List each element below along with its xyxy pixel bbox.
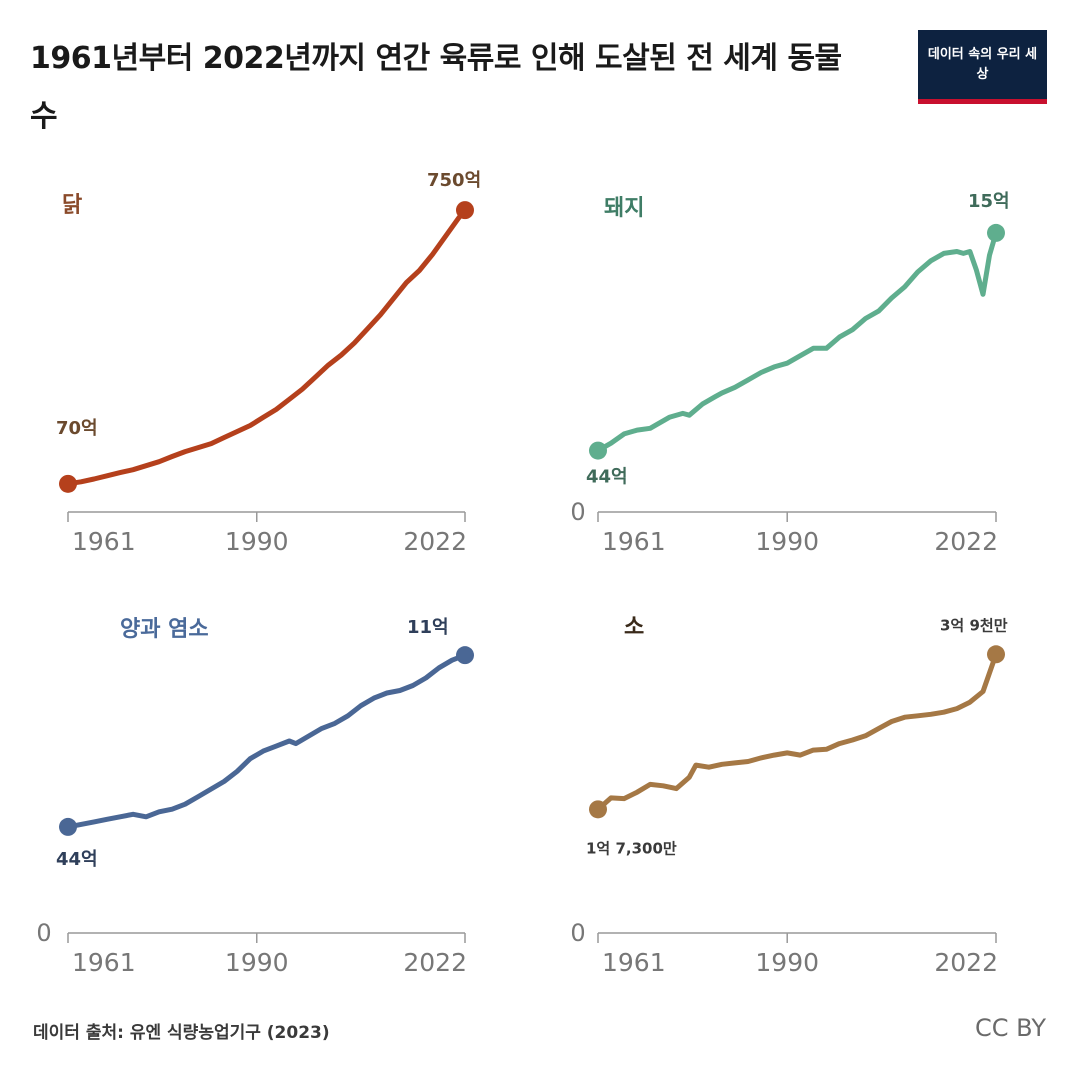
chicken-panel-title: 닭 [62,193,82,218]
pig-panel-title: 돼지 [604,196,644,221]
chicken-end-point [456,201,474,220]
cattle-series-line [595,651,999,812]
sheep-goat-start-label: 44억 [56,849,98,870]
sheep-goat-x-tick-label-1990: 1990 [225,948,289,977]
cattle-end-label: 3억 9천만 [940,616,1008,634]
cattle-start-label: 1억 7,300만 [586,839,677,857]
pig-y-zero-label: 0 [570,498,585,526]
chicken-series-line [65,207,468,487]
chicken-x-tick-label-1961: 1961 [72,527,136,556]
sheep-goat-end-label: 11억 [407,617,449,638]
pig-x-tick-label-1961: 1961 [602,527,666,556]
license-link[interactable]: CC BY [975,1014,1046,1042]
cattle-start-point [589,800,607,819]
cattle-x-tick-label-1961: 1961 [602,948,666,977]
sheep-goat-panel-title: 양과 염소 [120,617,209,642]
chicken-end-label: 750억 [427,170,481,191]
chicken-x-tick-label-2022: 2022 [403,527,467,556]
pig-end-point [987,223,1005,242]
cattle-y-zero-label: 0 [570,919,585,947]
pig-x-tick-label-2022: 2022 [934,527,998,556]
sheep-goat-x-tick-label-1961: 1961 [72,948,136,977]
sheep-goat-y-zero-label: 0 [36,919,51,947]
sheep-goat-series-line [65,652,468,830]
data-source: 데이터 출처: 유엔 식량농업기구 (2023) [33,1023,330,1043]
pig-start-point [589,441,607,460]
sheep-goat-x-tick-label-2022: 2022 [403,948,467,977]
logo-text: 데이터 속의 우리 세상 [927,46,1038,82]
sheep-goat-start-point [59,817,77,836]
cattle-x-tick-label-2022: 2022 [934,948,998,977]
chart-title: 1961년부터 2022년까지 연간 육류로 인해 도살된 전 세계 동물 수 [30,41,842,134]
chicken-start-label: 70억 [56,418,98,439]
logo[interactable]: 데이터 속의 우리 세상 [918,30,1047,104]
chicken-x-tick-label-1990: 1990 [225,527,289,556]
pig-x-tick-label-1990: 1990 [755,527,819,556]
chicken-start-point [59,474,77,493]
pig-start-label: 44억 [586,467,628,488]
pig-end-label: 15억 [968,191,1010,212]
cattle-x-tick-label-1990: 1990 [755,948,819,977]
cattle-end-point [987,645,1005,664]
pig-series-line [595,230,999,454]
sheep-goat-end-point [456,646,474,665]
cattle-panel-title: 소 [624,615,644,640]
